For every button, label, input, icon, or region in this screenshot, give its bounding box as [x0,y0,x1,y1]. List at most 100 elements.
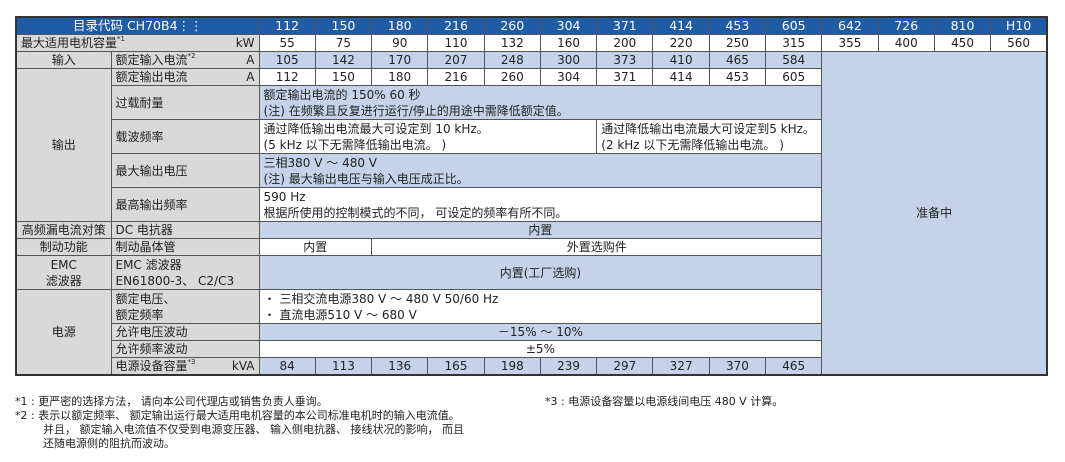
value-cell: 371 [596,68,654,86]
carrier-value-left: 通过降低输出电流最大可设定到 10 kHz。 (5 kHz 以下无需降低输出电流。… [258,119,598,154]
value-cell: 150 [314,68,373,86]
value-cell: 180 [371,68,429,86]
value-cell: 207 [427,51,485,69]
value-cell: 410 [652,51,710,69]
value-cell: 450 [933,34,992,52]
model-code-header: 726 [877,16,935,35]
value-cell: 304 [539,68,598,86]
emc-row: EMC 滤波器 EMC 滤波器 EN61800-3、 C2/C3 内置(工厂选购) [15,255,1047,290]
value-cell: 55 [258,34,316,52]
header-row: 目录代码 CH70B4⋮⋮ 112 150 180 216 260 304 371 414 45… [15,16,1048,35]
value-cell: 584 [765,51,823,69]
footnote-3: *3 : 电源设备容量以电源线间电压 480 V 计算。 [545,395,784,408]
max-voltage-label: 最大输出电压 [110,153,260,188]
value-cell: 84 [258,357,316,376]
value-cell: 300 [539,51,598,69]
footnote-2: *2 : 表示以额定频率、 额定输出运行最大适用电机容量的本公司标准电机时的输入… [15,409,460,422]
footnote-2-cont2: 还随电源侧的阻抗而波动。 [43,437,175,450]
value-cell: 248 [483,51,541,69]
model-code-header: H10 [990,16,1048,35]
spec-table: 目录代码 CH70B4⋮⋮ 112 150 180 216 260 304 371 414 45… [15,16,1048,376]
unit: A [246,53,255,67]
model-code-header: 371 [596,16,654,35]
input-row: 输入 额定输入电流*2 A 105 142 170 207 248 300 373 410 465… [15,51,1048,376]
value-cell: 605 [765,68,823,86]
overload-value: 额定输出电流的 150% 60 秒 (注) 在频繁且反复进行运行/停止的用途中需降… [258,85,823,120]
model-code-header: 453 [708,16,767,35]
rated-output-current-row: 输出 额定输出电流 A 112 150 180 216 260 304 371 414 453 60… [15,68,1047,222]
braking-value-left: 内置 [258,238,373,256]
max-voltage-value: 三相380 V ～ 480 V (注) 最大输出电压与输入电压成正比。 [258,153,823,188]
value-cell: 132 [483,34,541,52]
braking-transistor-label: 制动晶体管 [110,238,260,256]
model-code-header: 414 [652,16,710,35]
power-capacity-label: 电源设备容量*3 [115,358,196,373]
value-cell: 136 [371,357,429,376]
rated-voltage-label: 额定电压、 额定频率 [110,289,260,324]
value-cell: 239 [539,357,598,376]
motor-capacity-label: 最大适用电机容量*1 [21,35,125,51]
rated-voltage-row: 电源 额定电压、 额定频率 ・ 三相交流电源380 V ～ 480 V 50/60… [15,289,1047,376]
emc-filter-label: EMC 滤波器 EN61800-3、 C2/C3 [110,255,260,290]
value-cell: 465 [765,357,823,376]
freq-fluct-label: 允许频率波动 [110,340,260,358]
value-cell: 414 [652,68,710,86]
model-code-header: 216 [427,16,485,35]
value-cell: 200 [596,34,654,52]
carrier-row: 载波频率 通过降低输出电流最大可设定到 10 kHz。 (5 kHz 以下无需降低… [16,119,1047,154]
unit: A [246,70,255,84]
power-capacity-row: 电源设备容量*3 kVA 84 113 136 165 198 239 297 327 370 46… [16,357,1047,376]
value-cell: 297 [596,357,654,376]
model-code-header: 112 [258,16,316,35]
dc-reactor-value: 内置 [258,221,823,239]
input-current-label: 额定输入电流*2 [115,52,196,68]
model-code-header: 642 [821,16,879,35]
value-cell: 453 [708,68,767,86]
value-cell: 250 [708,34,767,52]
model-code-header: 150 [314,16,373,35]
overload-row: 过载耐量 额定输出电流的 150% 60 秒 (注) 在频繁且反复进行运行/停止的… [16,85,1047,120]
footnotes-left: *1 : 更严密的选择方法， 请向本公司代理店或销售负责人垂询。 *2 : 表示… [15,395,464,451]
value-cell: 170 [371,51,429,69]
freq-fluct-value: ±5% [258,340,823,358]
max-voltage-row: 最大输出电压 三相380 V ～ 480 V (注) 最大输出电压与输入电压成正比… [16,153,1047,188]
value-cell: 160 [539,34,598,52]
voltage-fluct-value: －15% ～ 10% [258,323,823,341]
value-cell: 198 [483,357,541,376]
braking-group-label: 制动功能 [15,238,112,256]
carrier-label: 载波频率 [110,119,260,154]
max-freq-label: 最高输出频率 [110,187,260,222]
footnote-2-cont: 并且， 额定输入电流值不仅受到电源变压器、 输入侧电抗器、 接线状况的影响， 而… [43,423,464,436]
value-cell: 355 [821,34,879,52]
value-cell: 400 [877,34,935,52]
value-cell: 142 [314,51,373,69]
unit: kW [235,36,255,50]
dc-reactor-label: DC 电抗器 [110,221,260,239]
value-cell: 560 [990,34,1048,52]
output-group-label: 输出 [15,68,112,222]
freq-fluct-row: 允许频率波动 ±5% [16,340,1047,358]
emc-value: 内置(工厂选购) [258,255,823,290]
value-cell: 105 [258,51,316,69]
motor-capacity-row: 最大适用电机容量*1 kW 55 75 90 110 132 160 200 220 250 315… [15,34,1048,52]
value-cell: 260 [483,68,541,86]
max-freq-value: 590 Hz 根据所使用的控制模式的不同， 可设定的频率有所不同。 [258,187,823,222]
braking-value-right: 外置选购件 [371,238,823,256]
value-cell: 75 [314,34,373,52]
value-cell: 113 [314,357,373,376]
value-cell: 315 [765,34,823,52]
preparing-block: 准备中 [821,51,1048,376]
value-cell: 216 [427,68,485,86]
input-group-label: 输入 [15,51,112,69]
emc-group-label: EMC 滤波器 [15,255,112,290]
unit: kVA [231,359,255,373]
value-cell: 110 [427,34,485,52]
power-group-label: 电源 [15,289,112,376]
carrier-value-right: 通过降低输出电流最大可设定到5 kHz。 (2 kHz 以下无需降低输出电流。 ) [596,119,823,154]
value-cell: 112 [258,68,316,86]
rated-voltage-value: ・ 三相交流电源380 V ～ 480 V 50/60 Hz ・ 直流电源510 … [258,289,823,324]
voltage-fluct-label: 允许电压波动 [110,323,260,341]
value-cell: 90 [371,34,429,52]
model-code-header: 260 [483,16,541,35]
value-cell: 373 [596,51,654,69]
